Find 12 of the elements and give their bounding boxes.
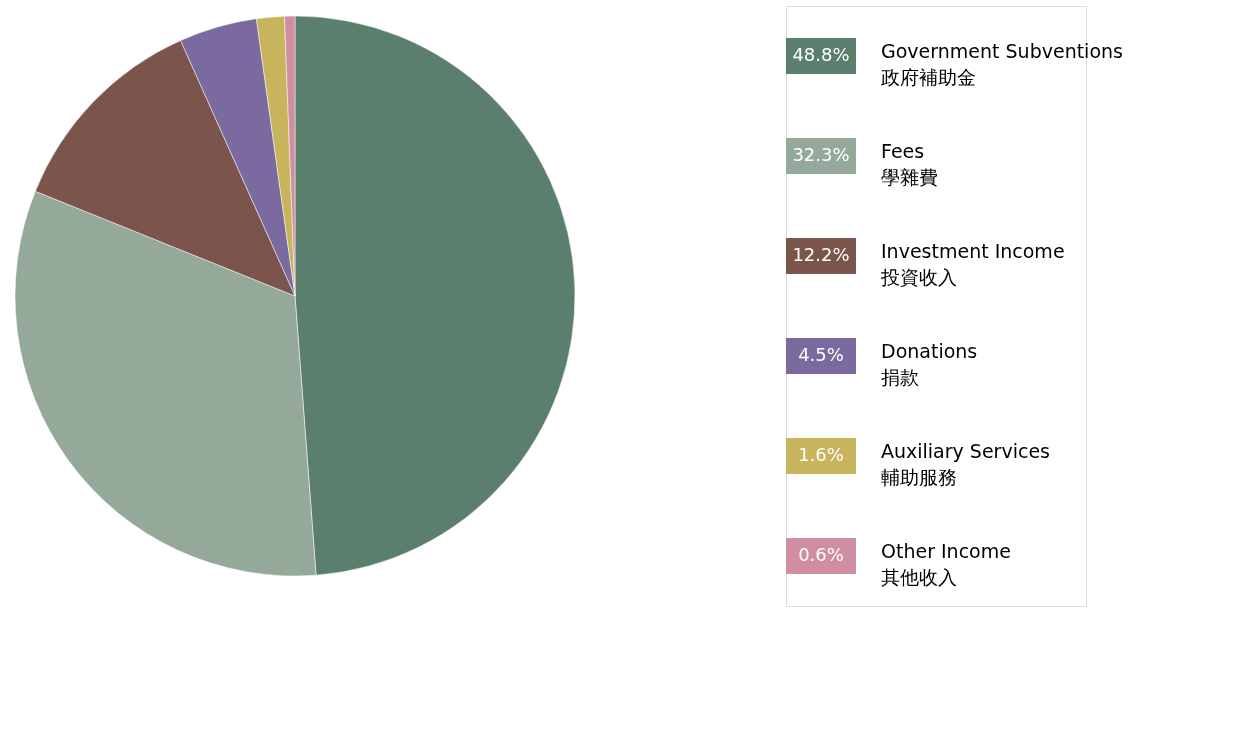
legend-label: Donations 捐款 <box>881 340 978 388</box>
legend-label: Auxiliary Services 輔助服務 <box>881 440 1050 488</box>
legend-label: Government Subventions 政府補助金 <box>881 40 1123 88</box>
data-label: 32.3% <box>792 144 850 165</box>
data-label: 48.8% <box>792 44 850 65</box>
data-label: 0.6% <box>798 544 844 565</box>
legend-label: Investment Income 投資收入 <box>880 240 1065 288</box>
data-label: 4.5% <box>798 344 844 365</box>
data-label: 12.2% <box>792 244 850 265</box>
data-label: 1.6% <box>798 444 844 465</box>
legend-label: Other Income 其他收入 <box>881 540 1011 588</box>
legend-label: Fees 學雜費 <box>881 140 938 188</box>
